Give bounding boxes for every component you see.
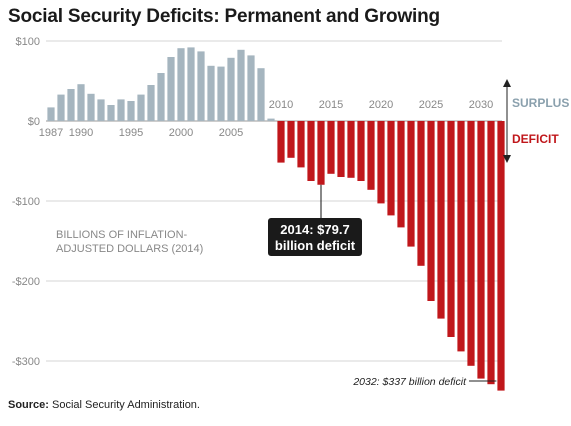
source-text: Social Security Administration. [52,399,200,411]
units-label-line2: ADJUSTED DOLLARS (2014) [56,243,203,255]
surplus-bar [117,99,125,121]
y-tick-label: $100 [16,36,40,48]
x-tick-label: 2010 [269,99,293,111]
surplus-bar [267,118,275,121]
callout-line1: 2014: $79.7 [280,222,349,237]
surplus-bar [107,105,115,121]
deficit-bar [317,121,325,185]
indicator-down-arrow [503,155,511,163]
y-tick-label: -$100 [12,196,40,208]
deficit-bar [417,121,425,266]
source-note: Source: Social Security Administration. [8,399,200,411]
deficit-label: DEFICIT [512,132,559,146]
deficit-bar [337,121,345,177]
deficit-bar [347,121,355,178]
surplus-bar [227,57,235,121]
y-tick-label: -$300 [12,356,40,368]
x-tick-label: 1987 [39,127,63,139]
surplus-bar [67,89,75,121]
deficit-bar [357,121,365,181]
surplus-bar [257,68,265,121]
x-tick-label: 2030 [469,99,493,111]
deficit-bar [367,121,375,190]
deficit-bar [377,121,385,204]
y-tick-label: -$200 [12,276,40,288]
deficit-bar [477,121,485,379]
deficit-bar [297,121,305,168]
indicator-up-arrow [503,79,511,87]
x-tick-label: 2015 [319,99,343,111]
deficit-bar [327,121,335,174]
deficit-bar [437,121,445,319]
surplus-bar [127,101,135,121]
chart-title: Social Security Deficits: Permanent and … [8,6,440,27]
x-tick-label: 2000 [169,127,193,139]
surplus-bar [217,66,225,121]
surplus-bar [247,55,255,121]
source-label: Source: [8,399,49,411]
surplus-label: SURPLUS [512,96,569,110]
surplus-bar [237,49,245,121]
surplus-bar [157,73,165,121]
surplus-bar [47,107,55,121]
surplus-bar [197,51,205,121]
x-tick-label: 2005 [219,127,243,139]
surplus-bar [87,93,95,121]
x-tick-label: 2020 [369,99,393,111]
deficit-bar [467,121,475,366]
deficit-bar [387,121,395,216]
surplus-bar [207,65,215,121]
surplus-bar [57,94,65,121]
deficit-bar [277,121,285,163]
surplus-bar [137,94,145,121]
surplus-bar [97,99,105,121]
x-tick-label: 1995 [119,127,143,139]
callout-box [268,218,362,256]
callout-line2: billion deficit [275,238,356,253]
deficit-bar [397,121,405,228]
deficit-bar [407,121,415,247]
surplus-bar [177,48,185,122]
deficit-bar [457,121,465,352]
x-tick-label: 1990 [69,127,93,139]
deficit-bar [497,121,505,391]
y-tick-label: $0 [28,116,40,128]
surplus-bar [77,84,85,121]
x-tick-label: 2025 [419,99,443,111]
surplus-bar [167,57,175,121]
note-2032: 2032: $337 billion deficit [352,376,467,388]
surplus-bar [147,85,155,121]
units-label-line1: BILLIONS OF INFLATION- [56,229,188,241]
surplus-bar [187,47,195,121]
deficit-bar [287,121,295,158]
deficit-bar [427,121,435,301]
deficit-bar [307,121,315,181]
deficit-bar [487,121,495,385]
deficit-bar [447,121,455,337]
